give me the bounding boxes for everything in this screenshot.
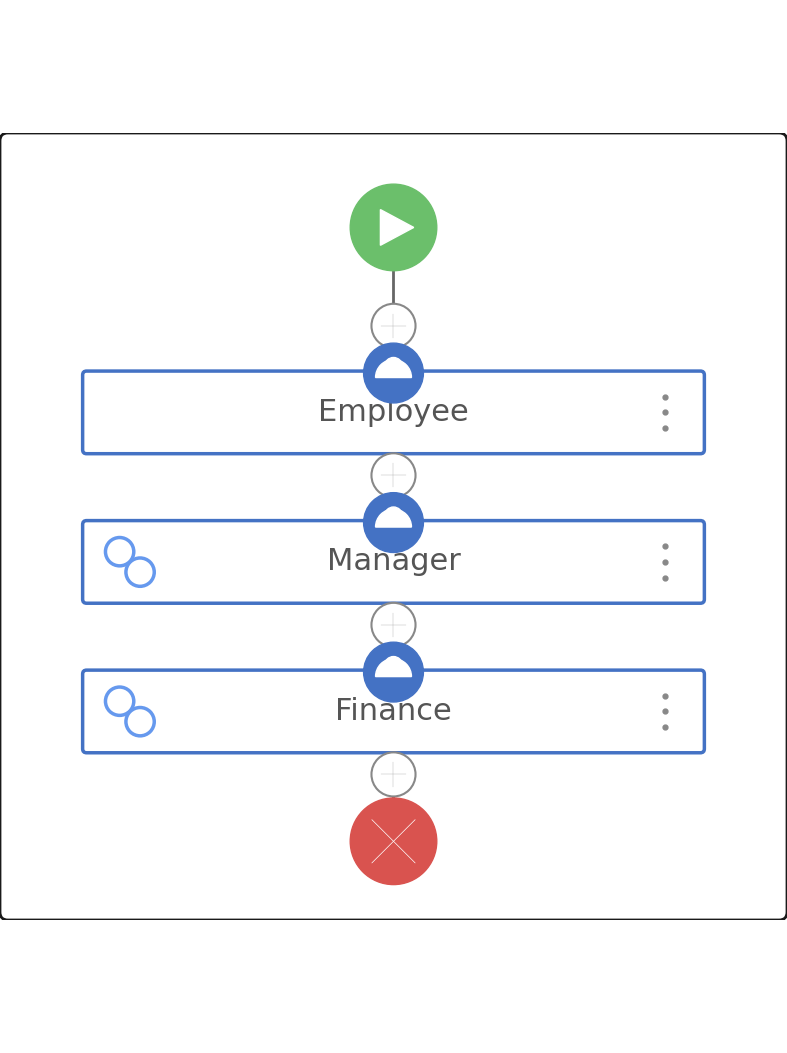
Wedge shape (375, 509, 412, 528)
Circle shape (385, 656, 402, 675)
Circle shape (364, 343, 423, 403)
Circle shape (350, 184, 437, 271)
Circle shape (364, 493, 423, 553)
Wedge shape (375, 359, 412, 378)
FancyBboxPatch shape (83, 371, 704, 454)
Circle shape (350, 798, 437, 885)
FancyBboxPatch shape (83, 670, 704, 753)
Circle shape (371, 303, 416, 347)
Wedge shape (375, 658, 412, 677)
Circle shape (371, 753, 416, 796)
Circle shape (364, 642, 423, 702)
Polygon shape (380, 210, 414, 245)
Circle shape (385, 506, 402, 525)
Text: Finance: Finance (335, 697, 452, 726)
Text: Manager: Manager (327, 548, 460, 576)
FancyBboxPatch shape (0, 133, 787, 920)
Circle shape (371, 453, 416, 497)
FancyBboxPatch shape (83, 520, 704, 603)
Text: Employee: Employee (318, 398, 469, 426)
Circle shape (385, 357, 402, 376)
Circle shape (371, 602, 416, 647)
